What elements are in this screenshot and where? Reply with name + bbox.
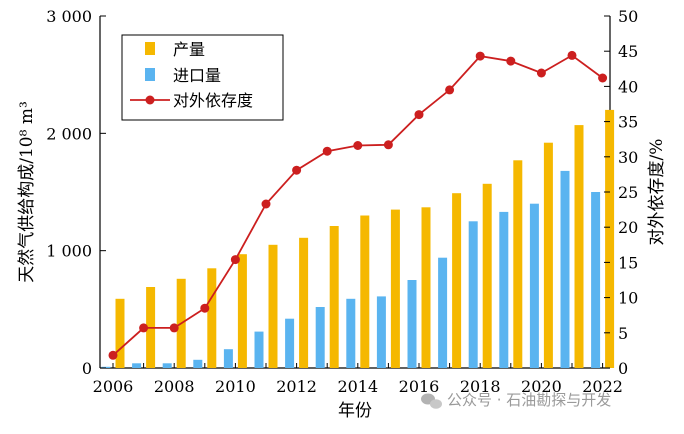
bar-import-2018: [468, 221, 478, 368]
bar-import-2008: [162, 363, 172, 368]
x-tick-label: 2014: [337, 377, 378, 396]
bar-production-2020: [543, 142, 553, 368]
left-tick-label: 2 000: [46, 124, 92, 143]
bar-production-2011: [268, 244, 278, 368]
bar-import-2020: [529, 203, 539, 368]
legend-swatch-dependency-marker: [145, 95, 155, 105]
x-tick-label: 2020: [521, 377, 562, 396]
right-tick-label: 15: [618, 253, 638, 272]
bar-production-2019: [513, 160, 523, 368]
left-tick-label: 3 000: [46, 7, 92, 26]
dependency-line: [108, 50, 608, 360]
y-right-axis-title: 对外依存度/%: [647, 139, 667, 246]
x-tick-label: 2018: [460, 377, 501, 396]
bar-import-2016: [407, 280, 417, 368]
x-tick-label: 2012: [276, 377, 317, 396]
legend-swatch-production: [145, 42, 155, 55]
y-left-axis-title: 天然气供给构成/10⁸ m³: [17, 101, 37, 283]
bar-import-2014: [346, 298, 356, 368]
bar-production-2021: [574, 125, 584, 368]
dependency-point-2011: [261, 199, 271, 209]
dependency-point-2022: [598, 73, 608, 83]
right-tick-label: 10: [618, 289, 638, 308]
legend: 产量 进口量 对外依存度: [121, 34, 284, 121]
watermark-text: 公众号 · 石油勘探与开发: [447, 391, 611, 409]
bar-production-2013: [329, 226, 339, 368]
x-tick-label: 2006: [93, 377, 134, 396]
dependency-point-2018: [475, 51, 485, 61]
wechat-icon: [421, 393, 442, 409]
dependency-point-2019: [506, 56, 516, 66]
bar-production-2012: [299, 237, 309, 368]
dependency-point-2007: [139, 323, 149, 333]
x-tick-label: 2016: [399, 377, 440, 396]
legend-swatch-import: [145, 68, 155, 81]
left-tick-label: 1 000: [46, 242, 92, 261]
dependency-point-2017: [445, 85, 455, 95]
dependency-point-2021: [567, 50, 577, 60]
bar-production-2006: [115, 298, 125, 368]
bar-import-2015: [376, 296, 386, 368]
right-axis: 0 5 10 15 20 25 30 35 40 45 50: [604, 7, 638, 378]
right-tick-label: 50: [618, 7, 638, 26]
bar-import-2013: [315, 307, 325, 368]
legend-label-dependency: 对外依存度: [173, 91, 253, 110]
x-axis: 2006 2008 2010 2012 2014 2016 2018 2020 2022: [93, 363, 623, 396]
bar-import-2011: [254, 331, 264, 368]
right-tick-label: 5: [618, 324, 628, 343]
dependency-point-2010: [230, 255, 240, 265]
bar-production-2016: [421, 207, 431, 368]
legend-label-import: 进口量: [173, 66, 221, 85]
bar-production-2010: [237, 254, 247, 368]
right-tick-label: 45: [618, 42, 638, 61]
bar-production-2017: [452, 193, 462, 368]
dependency-point-2020: [536, 68, 546, 78]
bar-production-2014: [360, 215, 370, 368]
bar-import-2022: [591, 192, 601, 368]
dependency-point-2009: [200, 303, 210, 313]
dependency-point-2016: [414, 110, 424, 120]
x-axis-title: 年份: [338, 401, 372, 421]
bar-import-2021: [560, 170, 570, 368]
legend-label-production: 产量: [173, 40, 205, 59]
bars: [101, 109, 615, 369]
x-tick-label: 2010: [215, 377, 256, 396]
bar-production-2022: [605, 109, 615, 369]
bar-import-2007: [132, 363, 142, 368]
watermark: 公众号 · 石油勘探与开发: [421, 391, 611, 409]
bar-import-2012: [285, 318, 295, 368]
x-tick-label: 2008: [154, 377, 195, 396]
dependency-point-2012: [292, 165, 302, 175]
dependency-point-2006: [108, 350, 118, 360]
bar-production-2018: [482, 183, 492, 368]
right-tick-label: 20: [618, 218, 638, 237]
right-tick-label: 30: [618, 148, 638, 167]
bar-production-2015: [390, 209, 400, 368]
bar-import-2006: [101, 366, 111, 368]
dependency-point-2013: [322, 146, 332, 156]
bar-import-2017: [438, 257, 448, 368]
bar-production-2009: [207, 268, 217, 368]
left-axis: 0 1 000 2 000 3 000: [46, 7, 106, 378]
right-tick-label: 40: [618, 77, 638, 96]
bar-import-2009: [193, 359, 203, 368]
bar-import-2010: [223, 349, 233, 368]
right-tick-label: 25: [618, 183, 638, 202]
dependency-point-2015: [383, 140, 393, 150]
right-tick-label: 0: [618, 359, 628, 378]
dependency-point-2014: [353, 141, 363, 150]
left-tick-label: 0: [82, 359, 92, 378]
dependency-point-2008: [169, 323, 179, 333]
right-tick-label: 35: [618, 113, 638, 132]
bar-import-2019: [499, 211, 509, 368]
x-tick-label: 2022: [582, 377, 623, 396]
